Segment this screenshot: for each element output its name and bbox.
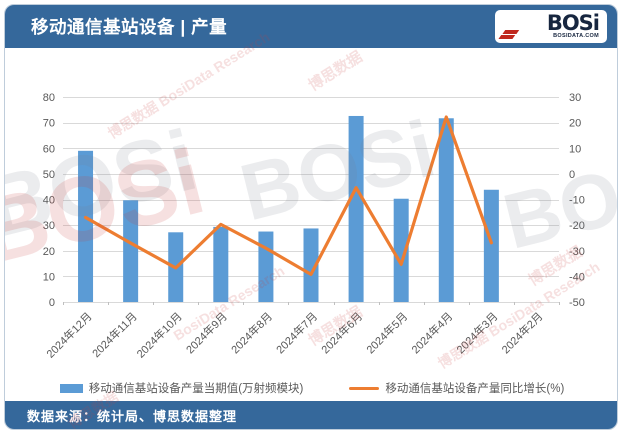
- svg-text:2024年4月: 2024年4月: [408, 309, 455, 356]
- logo-stripes-icon: [498, 26, 522, 38]
- svg-text:0: 0: [49, 297, 55, 309]
- logo-text: BOSi: [546, 11, 600, 35]
- combo-chart: 80 70 60 50 40 30 20 10 0 30 20 10 0 -10 -20 -30 -40 -50 2…: [43, 92, 585, 361]
- svg-text:20: 20: [43, 246, 55, 258]
- svg-text:2024年8月: 2024年8月: [228, 309, 275, 356]
- svg-text:70: 70: [43, 118, 55, 130]
- footer: 数据来源：统计局、博思数据整理: [5, 401, 617, 429]
- bar-2024年4月: [438, 118, 454, 302]
- page-title: 移动通信基站设备 | 产量: [31, 17, 228, 37]
- svg-text:-40: -40: [569, 271, 585, 283]
- svg-text:20: 20: [569, 118, 581, 130]
- bosi-logo: BOSi BOSIDATA.COM: [495, 10, 607, 43]
- bar-2024年8月: [258, 231, 274, 302]
- svg-text:80: 80: [43, 92, 55, 104]
- svg-text:-20: -20: [569, 220, 585, 232]
- svg-text:60: 60: [43, 143, 55, 155]
- bar-2024年9月: [213, 226, 229, 302]
- svg-text:2024年9月: 2024年9月: [183, 309, 230, 356]
- bar-2024年5月: [393, 198, 409, 302]
- bar-2024年6月: [348, 115, 364, 303]
- bar-2024年3月: [483, 189, 499, 302]
- bar-series: [78, 115, 499, 303]
- svg-text:2024年6月: 2024年6月: [318, 309, 365, 356]
- x-axis-ticks: [63, 302, 560, 305]
- logo-subtext: BOSIDATA.COM: [553, 33, 599, 39]
- svg-text:-10: -10: [569, 195, 585, 207]
- legend-item-bar: 移动通信基站设备产量当期值(万射频模块): [59, 380, 304, 396]
- svg-text:30: 30: [569, 92, 581, 104]
- data-source: 数据来源：统计局、博思数据整理: [27, 408, 238, 424]
- svg-text:-30: -30: [569, 246, 585, 258]
- svg-text:50: 50: [43, 169, 55, 181]
- svg-text:10: 10: [43, 271, 55, 283]
- bar-2024年7月: [303, 228, 319, 302]
- svg-text:-50: -50: [569, 297, 585, 309]
- legend-label: 移动通信基站设备产量当期值(万射频模块): [88, 383, 304, 395]
- svg-text:10: 10: [569, 143, 581, 155]
- chart-area: 80 70 60 50 40 30 20 10 0 30 20 10 0 -10 -20 -30 -40 -50 2…: [5, 48, 617, 373]
- svg-text:2024年11月: 2024年11月: [89, 309, 140, 360]
- svg-text:2024年7月: 2024年7月: [273, 309, 320, 356]
- line-swatch-icon: [349, 386, 380, 390]
- line-series: [83, 115, 493, 276]
- chart-legend: 移动通信基站设备产量当期值(万射频模块) 移动通信基站设备产量同比增长(%): [5, 373, 617, 403]
- svg-text:2024年10月: 2024年10月: [133, 309, 184, 360]
- svg-text:0: 0: [569, 169, 575, 181]
- svg-text:40: 40: [43, 195, 55, 207]
- right-axis-labels: 30 20 10 0 -10 -20 -30 -40 -50: [569, 92, 585, 309]
- left-axis-labels: 80 70 60 50 40 30 20 10 0: [43, 92, 55, 309]
- legend-item-line: 移动通信基站设备产量同比增长(%): [349, 380, 564, 396]
- bar-swatch-icon: [59, 383, 83, 393]
- svg-text:2024年5月: 2024年5月: [363, 309, 410, 356]
- svg-text:30: 30: [43, 220, 55, 232]
- bar-2024年12月: [78, 150, 94, 302]
- svg-text:2024年2月: 2024年2月: [498, 309, 545, 356]
- header: 移动通信基站设备 | 产量 BOSi BOSIDATA.COM: [5, 5, 617, 48]
- svg-text:2024年3月: 2024年3月: [453, 309, 500, 356]
- svg-text:2024年12月: 2024年12月: [43, 309, 94, 360]
- report-card: 移动通信基站设备 | 产量 BOSi BOSIDATA.COM 80 70 60 50…: [4, 4, 618, 430]
- bar-2024年11月: [123, 200, 139, 302]
- legend-label: 移动通信基站设备产量同比增长(%): [385, 383, 565, 395]
